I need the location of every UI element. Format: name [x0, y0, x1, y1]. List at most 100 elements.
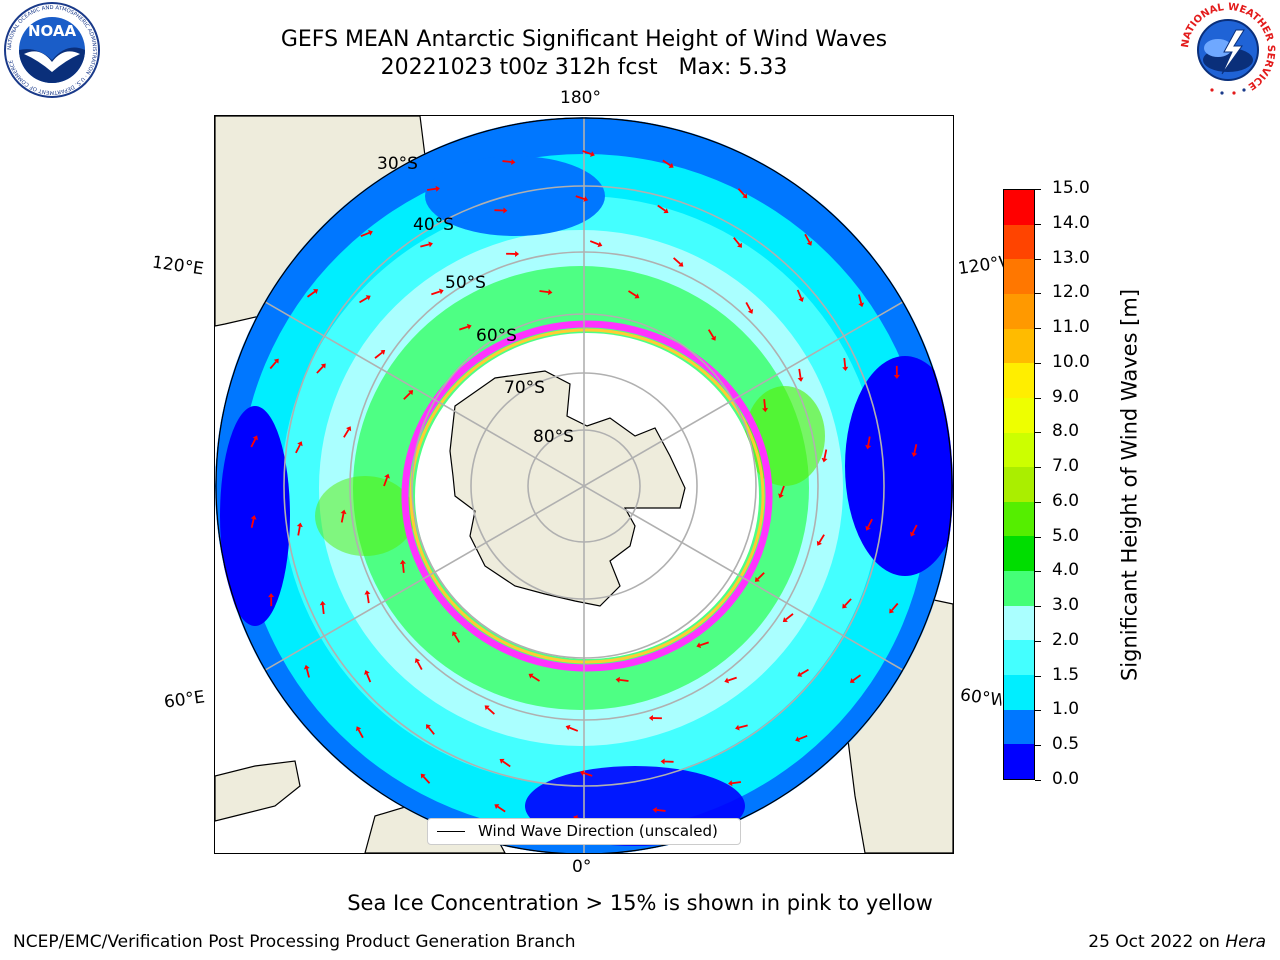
colorbar-segment — [1004, 224, 1034, 260]
colorbar-tick-label: 1.5 — [1052, 664, 1080, 685]
wave-arrow — [796, 289, 802, 299]
title-line-1: GEFS MEAN Antarctic Significant Height o… — [280, 27, 888, 52]
wave-arrow-head — [484, 705, 490, 711]
sea-ice-note: Sea Ice Concentration > 15% is shown in … — [347, 891, 933, 915]
wave-arrow-head — [889, 608, 895, 614]
wave-arrow-head — [849, 677, 855, 683]
wave-arrow — [737, 188, 746, 196]
wave-arrow — [297, 526, 301, 536]
colorbar-tick-label: 0.5 — [1052, 734, 1080, 755]
colorbar-tick-mark — [1035, 571, 1041, 573]
wave-arrow — [487, 707, 495, 715]
lon-label-60w: 60°W — [958, 685, 1004, 711]
wave-arrow — [250, 518, 255, 528]
colorbar-segment — [1004, 743, 1034, 779]
colorbar-tick-label: 6.0 — [1052, 490, 1080, 511]
lat-label-50s: 50°S — [445, 273, 486, 293]
lat-label-60s: 60°S — [476, 326, 517, 346]
wave-arrow — [453, 634, 461, 643]
noaa-logo: NOAA NATIONAL OCEANIC AND ATMOSPHERIC AD… — [2, 2, 102, 102]
wave-arrow — [844, 598, 852, 607]
wave-arrow — [416, 661, 423, 671]
lon-label-60e: 60°E — [162, 687, 207, 713]
map-disc-outline — [215, 117, 953, 853]
wave-arrow — [911, 524, 918, 534]
graticule — [215, 117, 953, 853]
colorbar-segment — [1004, 639, 1034, 676]
wave-arrow — [699, 641, 709, 647]
wave-arrow-head — [503, 207, 508, 214]
lat-label-40s: 40°S — [413, 215, 454, 235]
wave-arrow-head — [597, 241, 603, 248]
colorbar-label: Significant Height of Wind Waves [m] — [1117, 288, 1142, 682]
wave-arrow — [656, 809, 666, 812]
wave-arrow-head — [728, 780, 733, 787]
colorbar-segment — [1004, 501, 1034, 537]
colorbar-tick-mark — [1035, 328, 1041, 330]
colorbar-segment — [1004, 605, 1034, 641]
lon-label-0: 0° — [572, 857, 592, 877]
wave-arrow-head — [806, 240, 813, 246]
wave-arrow-head — [435, 185, 440, 192]
wave-arrow-head — [696, 642, 702, 649]
latitude-labels: 30°S 40°S 50°S 60°S 70°S 80°S — [377, 154, 574, 447]
wave-arrow — [657, 204, 666, 212]
wave-arrow — [785, 613, 794, 621]
legend-line-icon — [437, 831, 465, 832]
wave-arrow — [798, 734, 808, 740]
wave-arrow — [539, 290, 549, 294]
wave-arrow-head — [660, 758, 665, 765]
wave-arrow-head — [842, 603, 848, 609]
wave-arrow-head — [364, 670, 370, 675]
wave-arrow-head — [250, 515, 257, 520]
colorbar — [1003, 189, 1035, 780]
wave-arrow-head — [798, 297, 804, 302]
wave-arrow-head — [795, 736, 800, 742]
wave-arrow-head — [747, 308, 754, 314]
colorbar-tick-label: 1.0 — [1052, 699, 1080, 720]
date-stamp: 25 Oct 2022 on Hera — [1088, 932, 1266, 952]
wave-arrow — [583, 772, 593, 777]
wave-arrow-head — [678, 261, 684, 267]
wave-arrow-head — [426, 724, 431, 730]
colorbar-segment — [1004, 535, 1034, 572]
wave-arrow-head — [735, 724, 740, 731]
wave-arrow — [763, 399, 766, 409]
wave-arrow-head — [528, 673, 534, 679]
colorbar-segment — [1004, 362, 1034, 398]
wave-arrow — [569, 726, 579, 732]
colorbar-tick-mark — [1035, 675, 1041, 677]
wave-arrow-head — [273, 358, 279, 364]
wave-arrow-head — [909, 531, 916, 537]
wave-arrow-head — [364, 590, 371, 595]
wave-arrow — [757, 572, 765, 580]
wave-arrow — [321, 604, 325, 615]
colorbar-tick-mark — [1035, 223, 1041, 225]
wave-arrow — [738, 724, 748, 729]
colorbar-tick-mark — [1035, 397, 1041, 399]
wave-arrow — [818, 534, 825, 543]
colorbar-segment — [1004, 397, 1034, 433]
wave-arrow-head — [816, 540, 822, 546]
lon-label-120e: 120°E — [150, 252, 205, 280]
wave-arrow — [731, 781, 742, 785]
wave-arrow-head — [634, 293, 640, 299]
wave-arrow — [305, 668, 310, 678]
wave-arrow-head — [668, 162, 674, 168]
wave-arrow — [383, 477, 388, 487]
colorbar-tick-label: 9.0 — [1052, 386, 1080, 407]
colorbar-tick-label: 8.0 — [1052, 421, 1080, 442]
colorbar-tick-label: 14.0 — [1052, 212, 1090, 233]
colorbar-tick-mark — [1035, 780, 1041, 781]
wave-arrow-head — [663, 208, 669, 214]
wave-arrow — [582, 150, 592, 155]
map-canvas: 30°S 40°S 50°S 60°S 70°S 80°S — [215, 116, 953, 853]
colorbar-tick-mark — [1035, 745, 1041, 747]
colorbar-tick-mark — [1035, 189, 1041, 190]
wave-arrow — [366, 673, 372, 683]
wave-arrow — [426, 187, 437, 191]
wave-arrow — [422, 776, 431, 784]
wave-arrow-head — [821, 457, 828, 463]
wave-arrow — [707, 329, 715, 338]
wave-arrow-head — [762, 407, 769, 413]
